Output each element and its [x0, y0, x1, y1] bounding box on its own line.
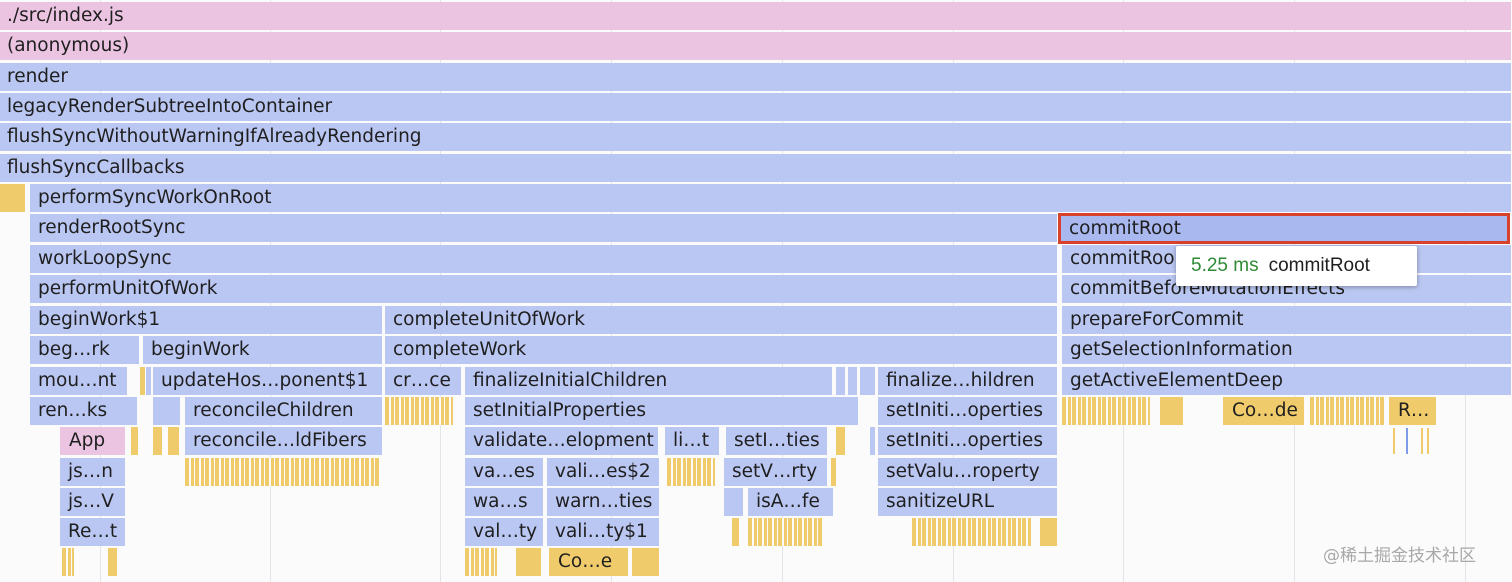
frame-bar[interactable]: reconcile…ldFibers	[185, 427, 383, 455]
frame-bar[interactable]: completeUnitOfWork	[385, 306, 1058, 334]
frame-bar[interactable]: setV…rty	[724, 458, 828, 486]
frame-bar[interactable]: cr…ce	[385, 367, 462, 395]
frame-bar[interactable]: sanitizeURL	[878, 488, 1058, 516]
marker-tick	[1393, 428, 1395, 454]
frame-bar[interactable]	[860, 367, 876, 395]
frame-bar[interactable]	[1160, 397, 1184, 425]
frame-bar[interactable]: va…es	[465, 458, 544, 486]
frame-bar[interactable]	[131, 427, 139, 455]
stripe-block	[185, 458, 381, 486]
frame-bar[interactable]: completeWork	[385, 336, 1058, 364]
frame-bar[interactable]: ./src/index.js	[0, 2, 1512, 30]
frame-bar[interactable]: R…	[1389, 397, 1437, 425]
frame-bar[interactable]	[0, 184, 26, 212]
marker-tick	[1427, 428, 1429, 454]
stripe-block	[465, 548, 497, 576]
frame-bar[interactable]: setIniti…operties	[878, 427, 1058, 455]
frame-bar[interactable]	[153, 397, 181, 425]
frame-bar[interactable]: finalizeInitialChildren	[465, 367, 833, 395]
frame-bar[interactable]	[108, 548, 118, 576]
frame-bar[interactable]: performUnitOfWork	[30, 275, 1058, 303]
frame-bar[interactable]: getActiveElementDeep	[1062, 367, 1512, 395]
frame-bar[interactable]: js…n	[60, 458, 126, 486]
frame-bar[interactable]	[516, 548, 542, 576]
frame-bar[interactable]: Co…e	[549, 548, 629, 576]
frame-bar[interactable]: render	[0, 63, 1512, 91]
frame-bar[interactable]	[831, 458, 837, 486]
frame-bar[interactable]: performSyncWorkOnRoot	[30, 184, 1512, 212]
frame-bar[interactable]	[836, 427, 846, 455]
frame-bar[interactable]	[724, 488, 744, 516]
frame-bar-selected[interactable]: commitRoot	[1058, 213, 1510, 244]
frame-bar[interactable]: setI…ties	[726, 427, 828, 455]
frame-bar[interactable]: workLoopSync	[30, 245, 1058, 273]
frame-bar[interactable]	[140, 367, 146, 395]
frame-bar[interactable]: renderRootSync	[30, 214, 1058, 242]
stripe-block	[1062, 397, 1150, 425]
frame-bar[interactable]	[153, 427, 163, 455]
frame-bar[interactable]: val…ty	[465, 518, 544, 546]
frame-bar[interactable]: updateHos…ponent$1	[153, 367, 383, 395]
frame-bar[interactable]: isA…fe	[748, 488, 834, 516]
stripe-block	[385, 397, 453, 425]
frame-bar[interactable]: setValu…roperty	[878, 458, 1058, 486]
tooltip-duration: 5.25 ms	[1191, 255, 1259, 276]
frame-bar[interactable]: reconcileChildren	[185, 397, 383, 425]
frame-bar[interactable]: js…V	[60, 488, 126, 516]
frame-bar[interactable]: beginWork	[143, 336, 383, 364]
frame-bar[interactable]: beginWork$1	[30, 306, 383, 334]
frame-bar[interactable]: flushSyncCallbacks	[0, 154, 1512, 182]
marker-tick	[1406, 428, 1408, 454]
tooltip-function-name: commitRoot	[1268, 255, 1370, 276]
frame-bar[interactable]: prepareForCommit	[1062, 306, 1512, 334]
frame-bar[interactable]: wa…s	[465, 488, 544, 516]
frame-bar[interactable]	[1040, 518, 1058, 546]
frame-bar[interactable]: Re…t	[60, 518, 126, 546]
frame-bar[interactable]: warn…ties	[547, 488, 660, 516]
watermark-text: @稀土掘金技术社区	[1323, 546, 1476, 566]
frame-bar[interactable]: flushSyncWithoutWarningIfAlreadyRenderin…	[0, 123, 1512, 151]
frame-bar[interactable]: validate…elopment	[465, 427, 659, 455]
frame-bar[interactable]: App	[60, 427, 126, 455]
frame-bar[interactable]	[870, 427, 876, 455]
frame-bar[interactable]: Co…de	[1223, 397, 1305, 425]
marker-tick	[1421, 428, 1423, 454]
frame-bar[interactable]	[632, 548, 660, 576]
frame-bar[interactable]	[168, 427, 180, 455]
duration-tooltip: 5.25 ms commitRoot	[1176, 246, 1417, 286]
stripe-block	[1310, 397, 1384, 425]
frame-bar[interactable]	[146, 367, 152, 395]
frame-bar[interactable]: setInitialProperties	[465, 397, 859, 425]
frame-bar[interactable]	[848, 367, 858, 395]
frame-bar[interactable]: li…t	[665, 427, 720, 455]
frame-bar[interactable]	[836, 367, 846, 395]
stripe-block	[748, 518, 824, 546]
frame-bar[interactable]: vali…es$2	[547, 458, 660, 486]
frame-bar[interactable]: vali…ty$1	[547, 518, 660, 546]
stripe-block	[912, 518, 1032, 546]
stripe-block	[667, 458, 715, 486]
frame-bar[interactable]: ren…ks	[30, 397, 138, 425]
frame-bar[interactable]: setIniti…operties	[878, 397, 1058, 425]
frame-bar[interactable]: getSelectionInformation	[1062, 336, 1512, 364]
frame-bar[interactable]: mou…nt	[30, 367, 128, 395]
frame-bar[interactable]: finalize…hildren	[878, 367, 1058, 395]
frame-bar[interactable]	[732, 518, 740, 546]
frame-bar[interactable]: legacyRenderSubtreeIntoContainer	[0, 93, 1512, 121]
frame-bar[interactable]: beg…rk	[30, 336, 140, 364]
frame-bar[interactable]: (anonymous)	[0, 32, 1512, 60]
stripe-block	[62, 548, 74, 576]
